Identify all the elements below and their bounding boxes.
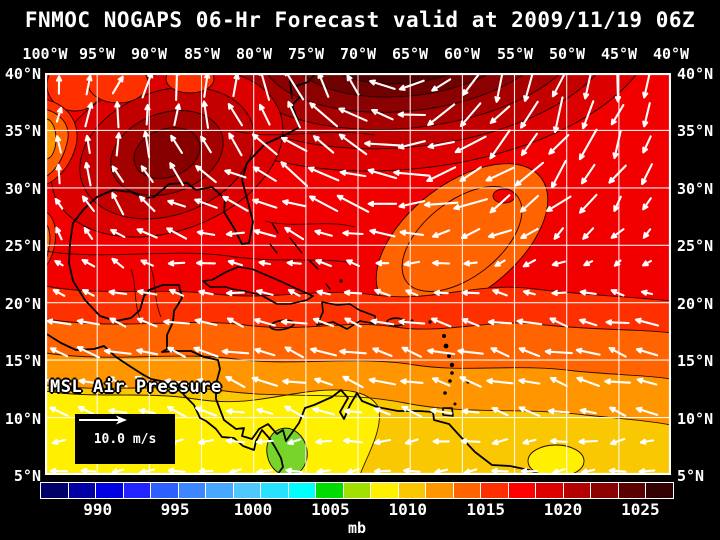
colorbar-cell — [371, 483, 398, 498]
lat-tick-label: 40°N — [677, 65, 714, 83]
lat-tick-label: 25°N — [677, 237, 714, 255]
map: MSL Air Pressure 10.0 m/s — [45, 73, 671, 475]
map-border — [45, 73, 671, 475]
chart-title: FNMOC NOGAPS 06-Hr Forecast valid at 200… — [24, 8, 696, 32]
colorbar-ticks: 990 995 1000 1005 1010 1015 1020 1025 — [40, 500, 674, 519]
colorbar-cells — [40, 482, 674, 499]
colorbar-tick-label: 1005 — [311, 500, 350, 519]
lat-tick-label: 30°N — [677, 180, 714, 198]
lon-tick-label: 50°W — [548, 45, 586, 63]
lon-tick-label: 70°W — [339, 45, 377, 63]
colorbar-cell — [288, 483, 316, 498]
colorbar-cell — [343, 483, 371, 498]
lon-tick-label: 40°W — [652, 45, 690, 63]
lon-tick-label: 55°W — [496, 45, 534, 63]
colorbar-tick-label: 1025 — [621, 500, 660, 519]
colorbar-cell — [481, 483, 508, 498]
lon-tick-label: 65°W — [391, 45, 429, 63]
lon-tick-label: 95°W — [78, 45, 116, 63]
colorbar-cell — [426, 483, 453, 498]
lat-tick-label: 20°N — [4, 295, 41, 313]
lon-tick-label: 75°W — [287, 45, 325, 63]
colorbar-cell — [563, 483, 591, 498]
lon-tick-label: 80°W — [235, 45, 273, 63]
graticule — [45, 73, 671, 475]
lat-tick-label: 35°N — [677, 122, 714, 140]
lat-tick-label: 20°N — [677, 295, 714, 313]
colorbar-cell — [123, 483, 151, 498]
colorbar-cell — [536, 483, 563, 498]
lat-tick-label: 35°N — [4, 122, 41, 140]
lat-tick-label: 15°N — [4, 352, 41, 370]
island-dots — [339, 279, 470, 406]
wind-scale-legend: 10.0 m/s — [75, 414, 175, 464]
lat-tick-label: 5°N — [677, 467, 705, 485]
lat-tick-label: 30°N — [4, 180, 41, 198]
colorbar-tick-label: 1015 — [466, 500, 505, 519]
colorbar-cell — [453, 483, 481, 498]
colorbar-unit: mb — [347, 519, 367, 537]
pressure-map — [45, 73, 671, 475]
colorbar-cell — [68, 483, 96, 498]
colorbar-cell — [398, 483, 426, 498]
lat-tick-label: 10°N — [4, 410, 41, 428]
lon-tick-label: 100°W — [22, 45, 68, 63]
colorbar-cell — [151, 483, 178, 498]
lat-tick-label: 10°N — [677, 410, 714, 428]
wind-scale-arrow-icon — [79, 415, 127, 425]
colorbar-cell — [206, 483, 233, 498]
colorbar-cell — [96, 483, 123, 498]
colorbar-cell — [178, 483, 206, 498]
lat-tick-label: 25°N — [4, 237, 41, 255]
colorbar-cell — [261, 483, 288, 498]
lat-tick-label: 5°N — [13, 467, 41, 485]
colorbar-cell — [233, 483, 261, 498]
field-label: MSL Air Pressure — [50, 377, 222, 397]
lon-tick-label: 60°W — [443, 45, 481, 63]
colorbar-tick-label: 1000 — [233, 500, 273, 519]
colorbar-cell — [591, 483, 618, 498]
lon-tick-label: 90°W — [130, 45, 168, 63]
colorbar-tick-label: 995 — [160, 500, 190, 519]
wind-scale-label: 10.0 m/s — [93, 431, 157, 447]
colorbar-tick-label: 1010 — [388, 500, 427, 519]
colorbar-cell — [316, 483, 343, 498]
wind-vectors — [46, 73, 660, 475]
colorbar-tick-label: 1020 — [543, 500, 583, 519]
lat-tick-label: 15°N — [677, 352, 714, 370]
colorbar-tick-label: 990 — [83, 500, 113, 519]
colorbar-cell — [41, 483, 68, 498]
colorbar-cell — [646, 483, 673, 498]
lon-tick-label: 85°W — [183, 45, 221, 63]
colorbar: 990 995 1000 1005 1010 1015 1020 1025 mb — [40, 482, 674, 537]
colorbar-cell — [618, 483, 646, 498]
colorbar-cell — [508, 483, 536, 498]
lat-tick-label: 40°N — [4, 65, 41, 83]
lon-tick-label: 45°W — [600, 45, 638, 63]
